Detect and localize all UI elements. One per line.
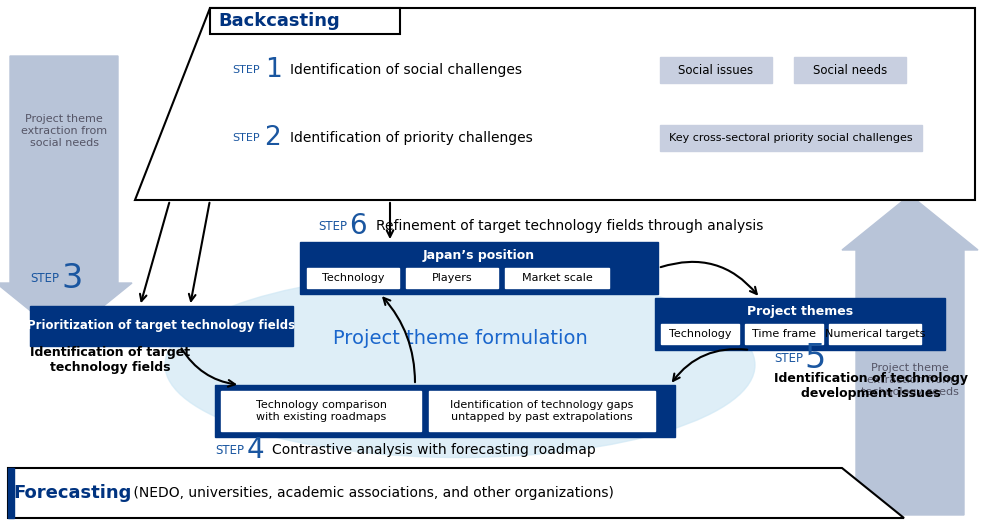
- Text: Prioritization of target technology fields: Prioritization of target technology fiel…: [28, 320, 296, 332]
- Text: Social issues: Social issues: [678, 64, 754, 76]
- Bar: [660, 57, 772, 83]
- Text: Project theme formulation: Project theme formulation: [332, 329, 587, 348]
- Text: STEP: STEP: [318, 219, 347, 233]
- Text: Social needs: Social needs: [813, 64, 887, 76]
- Text: 2: 2: [265, 125, 282, 151]
- Text: 4: 4: [246, 436, 264, 464]
- Text: Identification of target
technology fields: Identification of target technology fiel…: [30, 346, 190, 374]
- Bar: [406, 268, 498, 288]
- Text: (NEDO, universities, academic associations, and other organizations): (NEDO, universities, academic associatio…: [129, 486, 614, 500]
- Bar: [215, 385, 675, 437]
- Bar: [794, 57, 906, 83]
- Text: Contrastive analysis with forecasting roadmap: Contrastive analysis with forecasting ro…: [272, 443, 595, 457]
- Bar: [429, 391, 655, 431]
- Bar: [829, 324, 921, 344]
- Text: Numerical targets: Numerical targets: [825, 329, 925, 339]
- Bar: [300, 242, 658, 294]
- Bar: [30, 306, 293, 346]
- Text: Project theme
extraction from
technology seeds: Project theme extraction from technology…: [861, 364, 959, 396]
- Text: Identification of technology
development issues: Identification of technology development…: [774, 372, 968, 400]
- Text: Time frame: Time frame: [752, 329, 816, 339]
- Text: Project theme
extraction from
social needs: Project theme extraction from social nee…: [21, 114, 107, 147]
- Text: Identification of social challenges: Identification of social challenges: [290, 63, 522, 77]
- Text: 1: 1: [265, 57, 282, 83]
- Text: STEP: STEP: [774, 351, 803, 365]
- Bar: [210, 8, 400, 34]
- Text: Technology: Technology: [321, 273, 385, 283]
- Bar: [661, 324, 739, 344]
- Ellipse shape: [165, 272, 755, 457]
- Text: 3: 3: [61, 261, 83, 295]
- Text: Players: Players: [431, 273, 473, 283]
- Text: Project themes: Project themes: [747, 305, 854, 317]
- Text: Backcasting: Backcasting: [218, 12, 340, 30]
- Bar: [745, 324, 823, 344]
- Bar: [660, 125, 922, 151]
- Polygon shape: [0, 56, 132, 338]
- Text: STEP: STEP: [215, 444, 244, 456]
- Bar: [8, 468, 14, 518]
- Text: Identification of technology gaps
untapped by past extrapolations: Identification of technology gaps untapp…: [450, 400, 634, 422]
- Text: STEP: STEP: [232, 133, 260, 143]
- Bar: [505, 268, 609, 288]
- Text: 6: 6: [349, 212, 367, 240]
- Text: Market scale: Market scale: [521, 273, 592, 283]
- Text: Key cross-sectoral priority social challenges: Key cross-sectoral priority social chall…: [670, 133, 913, 143]
- Bar: [655, 298, 945, 350]
- Text: Refinement of target technology fields through analysis: Refinement of target technology fields t…: [376, 219, 764, 233]
- Polygon shape: [8, 468, 904, 518]
- Bar: [221, 391, 421, 431]
- Polygon shape: [135, 8, 975, 200]
- Text: 5: 5: [804, 341, 826, 375]
- Text: Technology comparison
with existing roadmaps: Technology comparison with existing road…: [255, 400, 387, 422]
- Bar: [307, 268, 399, 288]
- Text: Technology: Technology: [669, 329, 731, 339]
- Text: STEP: STEP: [232, 65, 260, 75]
- Text: Japan’s position: Japan’s position: [423, 249, 535, 261]
- Polygon shape: [842, 195, 978, 515]
- Text: Forecasting: Forecasting: [14, 484, 133, 502]
- Text: Identification of priority challenges: Identification of priority challenges: [290, 131, 533, 145]
- Text: STEP: STEP: [30, 271, 59, 285]
